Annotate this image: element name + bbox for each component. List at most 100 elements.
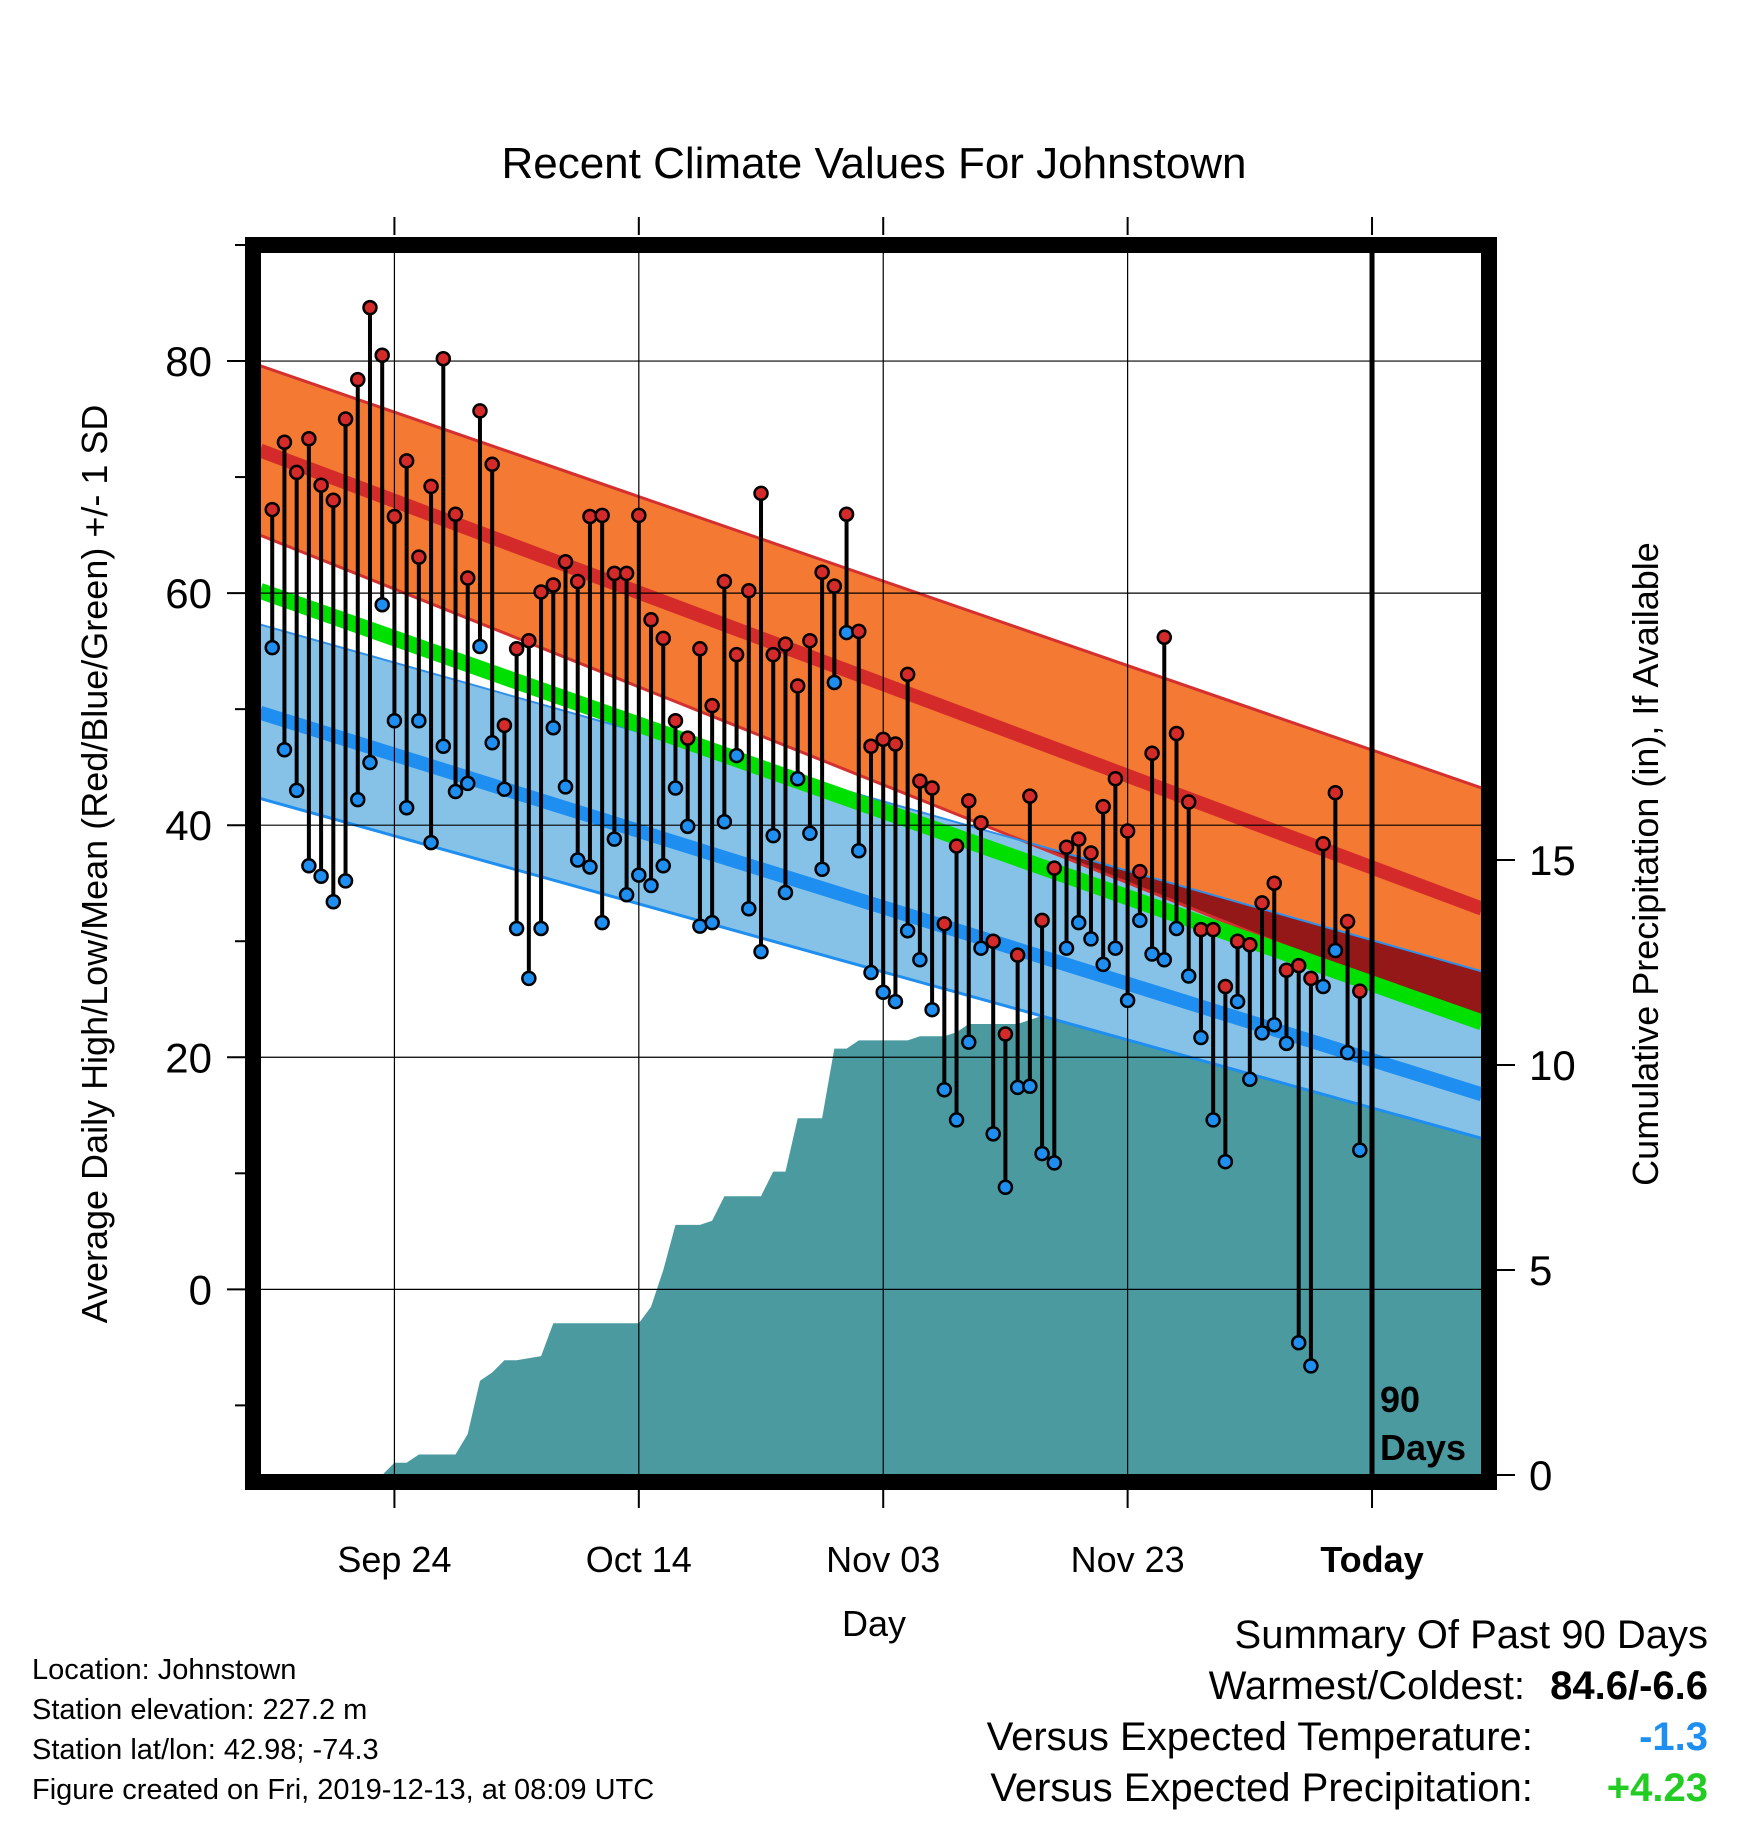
daily-low-point [679, 818, 696, 835]
daily-low-point [447, 783, 464, 800]
x-tick-label: Oct 14 [586, 1539, 692, 1580]
daily-low-point [789, 771, 806, 787]
location-text: Location: Johnstown [32, 1654, 297, 1686]
daily-low-point [337, 873, 354, 889]
daily-low-point [1095, 956, 1111, 973]
daily-low-point [1315, 978, 1331, 995]
daily-low-point [1278, 1035, 1295, 1052]
vs-precipitation-value: +4.23 [1606, 1766, 1708, 1810]
daily-high-point [667, 713, 684, 729]
daily-low-point [472, 638, 488, 655]
y-axis-label: Average Daily High/Low/Mean (Red/Blue/Gr… [74, 405, 115, 1324]
today-marker: 90 Days [1369, 245, 1466, 1475]
daily-high-point [973, 815, 989, 831]
daily-high-point [716, 573, 733, 590]
daily-low-point [1022, 1078, 1038, 1095]
daily-low-point [1180, 968, 1197, 984]
daily-high-point [887, 736, 904, 752]
daily-low-point [1119, 992, 1136, 1009]
vs-precipitation-row: Versus Expected Precipitation: +4.23 [987, 1763, 1708, 1814]
daily-low-point [521, 970, 537, 987]
daily-low-point [961, 1034, 977, 1050]
vs-temperature-label: Versus Expected Temperature: [986, 1715, 1533, 1759]
daily-high-point [264, 501, 280, 518]
daily-low-point [1352, 1142, 1368, 1158]
daily-high-point [411, 549, 427, 565]
daily-low-point [386, 713, 403, 729]
daily-low-point [288, 782, 305, 799]
daily-high-point [1327, 784, 1344, 801]
summary-panel: Summary Of Past 90 Days Warmest/Coldest:… [987, 1610, 1708, 1814]
daily-high-point [631, 507, 647, 524]
daily-low-point [887, 993, 904, 1010]
daily-high-point [1205, 921, 1221, 938]
warmest-coldest-row: Warmest/Coldest: 84.6/-6.6 [987, 1661, 1708, 1712]
daily-high-point [301, 431, 317, 447]
daily-high-point [728, 646, 745, 663]
daily-low-point [508, 920, 525, 937]
daily-high-point [325, 492, 342, 509]
daily-low-point [643, 877, 659, 894]
daily-high-point [1095, 798, 1111, 815]
daily-low-point [716, 813, 733, 830]
daily-high-point [313, 477, 329, 493]
daily-low-point [362, 754, 378, 771]
daily-low-point [985, 1126, 1001, 1142]
daily-high-point [447, 506, 464, 522]
daily-high-point [386, 508, 403, 525]
daily-high-point [814, 564, 830, 580]
daily-high-point [398, 453, 415, 469]
daily-low-point [264, 639, 280, 656]
daily-low-point [594, 914, 610, 931]
daily-high-point [569, 573, 586, 590]
daily-low-point [606, 831, 623, 847]
daily-high-point [985, 933, 1001, 949]
daily-low-point [435, 738, 452, 755]
daily-high-point [594, 507, 610, 524]
daily-low-point [1193, 1029, 1209, 1046]
today-days-number: 90 [1380, 1379, 1420, 1420]
daily-low-point [765, 827, 781, 844]
daily-low-point [936, 1082, 953, 1098]
daily-low-point [398, 800, 415, 816]
daily-high-point [1217, 978, 1234, 995]
daily-low-point [1009, 1079, 1026, 1096]
daily-high-point [496, 717, 513, 734]
daily-low-point [1144, 946, 1160, 962]
daily-high-point [912, 773, 928, 789]
y2-tick-label: 15 [1529, 837, 1576, 884]
normal-high-upper-edge [260, 364, 1482, 790]
daily-low-point [1058, 940, 1075, 956]
daily-high-point [350, 371, 366, 388]
elevation-text: Station elevation: 227.2 m [32, 1694, 368, 1726]
daily-high-point [1107, 771, 1124, 787]
daily-high-point [1315, 836, 1331, 852]
daily-low-point [1205, 1112, 1221, 1128]
daily-low-point [1132, 912, 1148, 929]
daily-high-point [362, 299, 378, 316]
daily-high-point [704, 697, 720, 714]
daily-low-point [557, 779, 574, 795]
daily-low-point [1303, 1358, 1319, 1374]
daily-high-point [288, 464, 305, 481]
daily-high-point [337, 411, 354, 427]
vs-precipitation-label: Versus Expected Precipitation: [990, 1766, 1533, 1810]
y2-tick-label: 10 [1529, 1042, 1576, 1089]
daily-low-point [484, 735, 500, 751]
daily-high-point [276, 434, 293, 451]
axes-layer: 80 60 40 20 0 15 10 5 0 Sep 24 Oct 14 Nov 03 Nov 23 T… [165, 217, 1576, 1580]
daily-high-point [374, 347, 390, 363]
daily-low-point [838, 624, 855, 641]
daily-low-point [777, 884, 794, 901]
daily-high-point [1266, 875, 1283, 891]
daily-low-point [948, 1112, 965, 1128]
daily-low-point [325, 894, 342, 910]
y-tick-label: 60 [165, 570, 212, 617]
daily-low-point [1290, 1334, 1307, 1351]
daily-high-point [1352, 983, 1368, 999]
daily-low-point [924, 1001, 940, 1018]
daily-low-point [411, 713, 427, 729]
daily-high-point [521, 632, 537, 649]
x-tick-label: Nov 03 [826, 1539, 940, 1580]
latlon-text: Station lat/lon: 42.98; -74.3 [32, 1734, 379, 1766]
